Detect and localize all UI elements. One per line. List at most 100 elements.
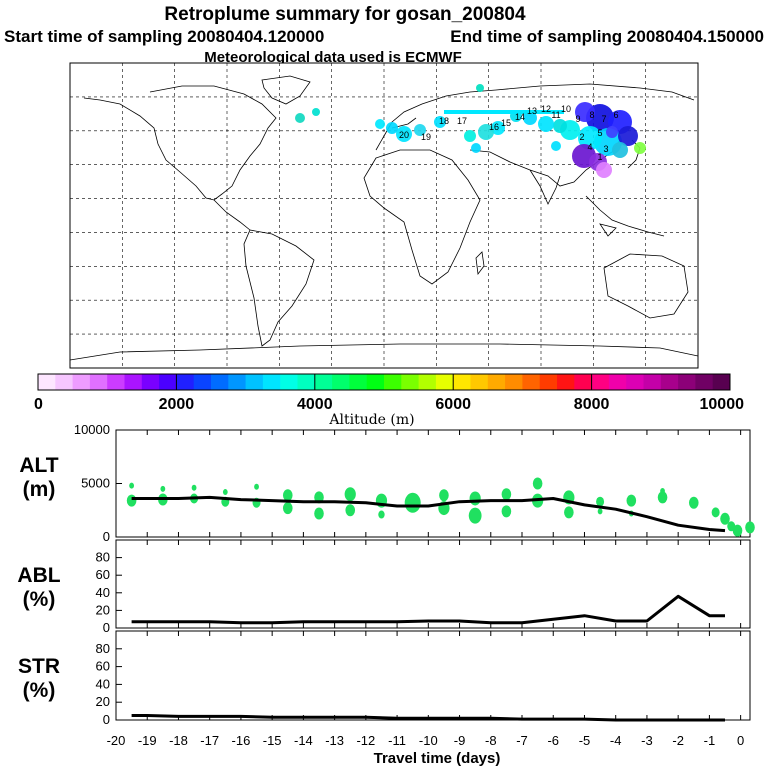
x-tick-label: -14 [294, 733, 313, 748]
colorbar-swatch [539, 374, 558, 390]
colorbar-tick-label: 2000 [159, 396, 195, 413]
map-day-label: 13 [527, 106, 537, 116]
panel-frame [115, 630, 751, 721]
time-series-panels: 1000050000ALT(m)806040200ABL(%)806040200… [17, 422, 755, 727]
altitude-point [596, 496, 605, 507]
altitude-point [282, 489, 293, 502]
altitude-point [282, 502, 293, 515]
y-tick-label: 5000 [81, 476, 110, 491]
colorbar-tick-label: 6000 [435, 396, 471, 413]
map-day-label: 3 [603, 144, 608, 154]
colorbar-swatch [297, 374, 316, 390]
altitude-point [626, 494, 637, 507]
x-tick-label: -13 [325, 733, 344, 748]
panel-frame [115, 539, 751, 629]
colorbar-swatch [72, 374, 91, 390]
colorbar-swatch [505, 374, 523, 390]
plume-marker [575, 102, 595, 122]
colorbar-swatch [401, 374, 420, 390]
map-day-label: 1 [597, 152, 602, 162]
colorbar-swatch [314, 374, 333, 390]
panel-title: STR [18, 655, 60, 678]
colorbar-swatch [141, 374, 160, 390]
y-tick-label: 0 [103, 620, 110, 635]
map-day-label: 2 [579, 132, 584, 142]
colorbar-swatch [193, 374, 212, 390]
plume-marker [375, 119, 385, 129]
plume-marker [295, 113, 305, 123]
colorbar-swatch [176, 374, 195, 390]
altitude-point [126, 494, 137, 507]
y-tick-label: 80 [96, 641, 110, 656]
y-tick-label: 20 [96, 694, 110, 709]
colorbar-frame [37, 373, 731, 391]
colorbar-swatch [435, 374, 454, 390]
altitude-colorbar: 0 2000 4000 6000 8000 10000 Altitude (m) [34, 373, 744, 428]
plume-marker [386, 122, 398, 134]
colorbar-swatch [262, 374, 281, 390]
y-tick-label: 80 [96, 550, 110, 565]
plume-marker [471, 143, 481, 153]
altitude-point [439, 489, 449, 502]
coastlines [69, 75, 699, 361]
colorbar-swatch [453, 374, 471, 390]
plume-marker [538, 116, 554, 132]
y-tick-label: 0 [103, 529, 110, 544]
altitude-point [532, 477, 543, 490]
map-day-label: 4 [587, 142, 592, 152]
abl-series-line [131, 594, 725, 625]
x-tick-label: -1 [704, 733, 716, 748]
colorbar-swatch [574, 374, 593, 390]
colorbar-swatch [591, 374, 610, 390]
y-tick-label: 60 [96, 567, 110, 582]
map-day-label: 9 [575, 114, 580, 124]
x-tick-label: -17 [200, 733, 219, 748]
map-day-label: 12 [541, 104, 551, 114]
y-tick-label: 40 [96, 676, 110, 691]
plume-marker [523, 111, 537, 125]
altitude-point [378, 510, 385, 519]
plume-marker [478, 124, 494, 140]
x-tick-label: -11 [388, 733, 406, 748]
map-day-label: 11 [551, 110, 560, 120]
altitude-point [314, 507, 324, 520]
colorbar-swatch [55, 374, 74, 390]
x-tick-label: -16 [232, 733, 251, 748]
x-axis: -20 -19 -18 -17 -16 -15 -14 -13 -12 -11 -10 -9 -8 -7-… [107, 733, 745, 748]
map-day-label: 18 [439, 116, 449, 126]
colorbar-swatch [557, 374, 575, 390]
colorbar-swatch [245, 374, 264, 390]
colorbar-tick-label: 8000 [574, 396, 610, 413]
x-tick-label: -5 [579, 733, 591, 748]
plume-marker [476, 84, 484, 92]
x-tick-label: -19 [138, 733, 157, 748]
plume-marker [553, 119, 567, 133]
map-day-label: 10 [561, 104, 571, 114]
panel-alt: 10000 5000 0 ALT(m) [19, 422, 755, 544]
start-time-label: Start time of sampling 20080404.120000 [4, 27, 324, 46]
plume-band [444, 110, 564, 114]
altitude-point [344, 487, 356, 502]
end-time-label: End time of sampling 20080404.150000 [450, 27, 764, 46]
colorbar-swatch [124, 374, 143, 390]
colorbar-swatch [280, 374, 298, 390]
map-day-label: 14 [515, 112, 525, 122]
altitude-point [254, 483, 259, 490]
plume-marker [551, 141, 561, 151]
colorbar-swatch [695, 374, 714, 390]
map-day-label: 8 [589, 110, 594, 120]
map-day-label: 17 [457, 116, 467, 126]
colorbar-swatch [366, 374, 385, 390]
panel-frame [115, 429, 751, 538]
colorbar-swatch [522, 374, 541, 390]
x-axis-label: Travel time (days) [374, 750, 501, 767]
altitude-point [597, 508, 603, 515]
x-tick-label: -7 [516, 733, 528, 748]
x-tick-label: -6 [547, 733, 559, 748]
x-tick-label: -20 [107, 733, 126, 748]
plume-marker [414, 124, 426, 136]
colorbar-tick-label: 0 [34, 396, 43, 413]
